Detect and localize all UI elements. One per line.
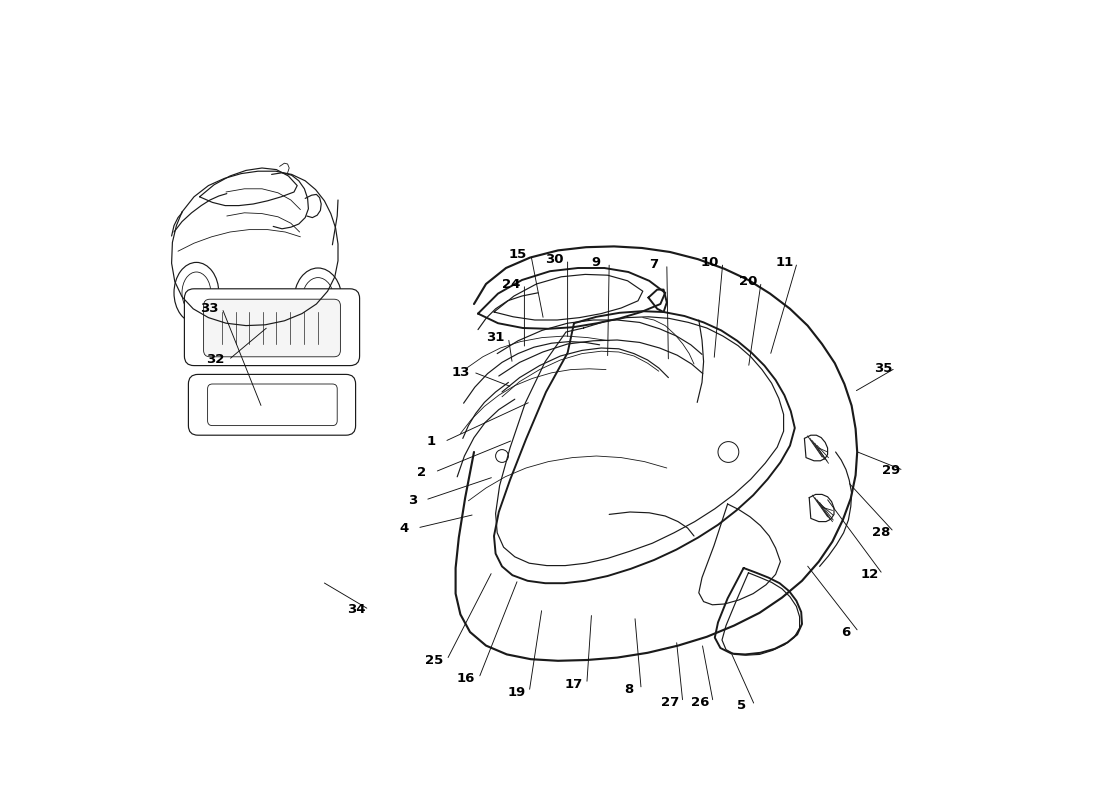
Text: 8: 8 bbox=[624, 683, 632, 696]
Text: 5: 5 bbox=[737, 699, 747, 712]
Text: 11: 11 bbox=[776, 256, 793, 269]
Text: 7: 7 bbox=[649, 258, 659, 270]
Text: 34: 34 bbox=[348, 603, 365, 616]
Text: 27: 27 bbox=[661, 696, 679, 709]
FancyBboxPatch shape bbox=[208, 384, 338, 426]
FancyBboxPatch shape bbox=[185, 289, 360, 366]
FancyBboxPatch shape bbox=[188, 374, 355, 435]
Text: 17: 17 bbox=[565, 678, 583, 690]
Text: 20: 20 bbox=[739, 275, 758, 288]
Text: 13: 13 bbox=[451, 366, 470, 378]
Text: 2: 2 bbox=[417, 466, 427, 478]
Text: 16: 16 bbox=[456, 672, 475, 685]
Text: 6: 6 bbox=[842, 626, 850, 638]
Text: 12: 12 bbox=[861, 568, 879, 581]
Text: 24: 24 bbox=[503, 278, 520, 290]
Text: 30: 30 bbox=[546, 253, 564, 266]
Text: 3: 3 bbox=[408, 494, 417, 506]
Text: 1: 1 bbox=[427, 435, 437, 448]
Text: 10: 10 bbox=[701, 256, 719, 269]
Text: 15: 15 bbox=[509, 248, 527, 261]
Text: 29: 29 bbox=[882, 464, 900, 477]
Text: 35: 35 bbox=[873, 362, 892, 374]
Text: 31: 31 bbox=[486, 331, 505, 344]
Text: 32: 32 bbox=[207, 354, 224, 366]
Text: 26: 26 bbox=[691, 696, 710, 709]
FancyBboxPatch shape bbox=[204, 299, 340, 357]
Text: 28: 28 bbox=[872, 526, 890, 538]
Text: 19: 19 bbox=[507, 686, 526, 698]
Text: 25: 25 bbox=[425, 654, 443, 666]
Text: 9: 9 bbox=[592, 256, 601, 269]
Text: 33: 33 bbox=[200, 302, 219, 314]
Text: 4: 4 bbox=[399, 522, 409, 534]
